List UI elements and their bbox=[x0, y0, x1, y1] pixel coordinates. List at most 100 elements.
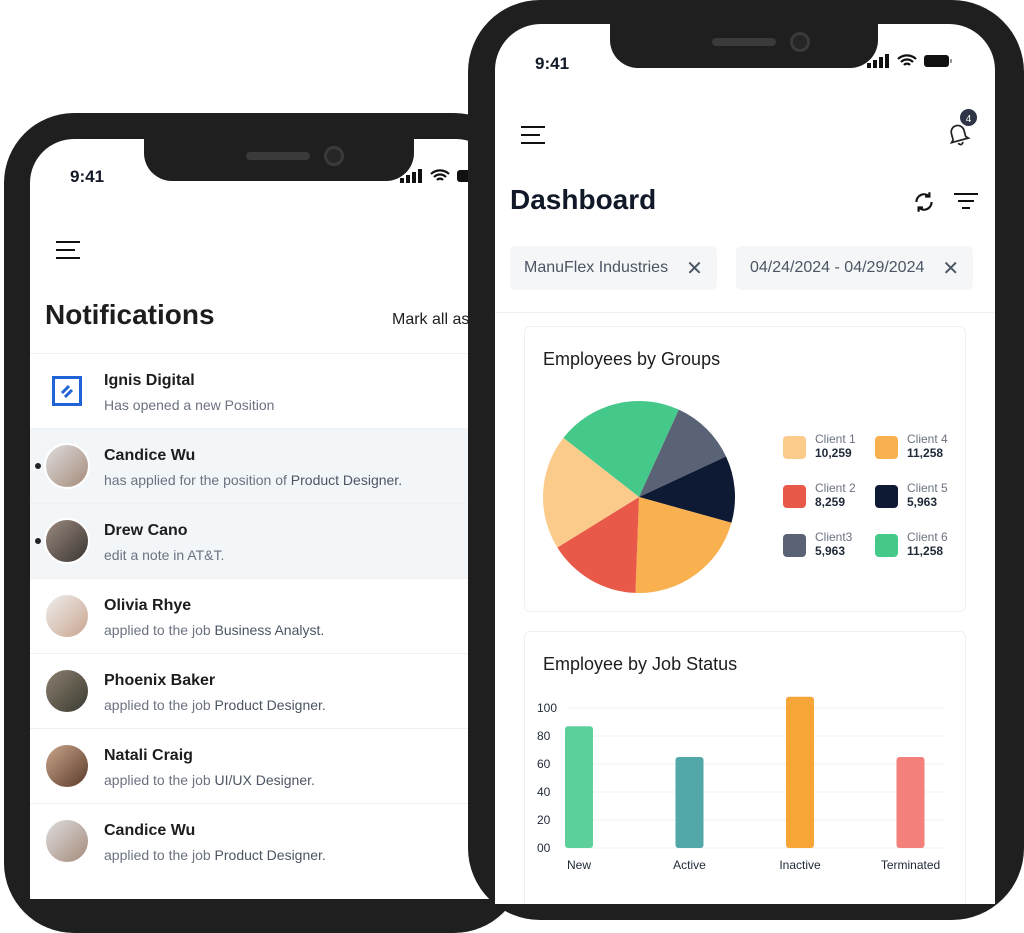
bar-chart: 00 20 40 60 80 100 New Active Inactive Terminated bbox=[537, 696, 945, 872]
wifi-icon bbox=[430, 169, 450, 181]
notifications-screen: 9:41 Notifications Mark all as read Igni… bbox=[30, 139, 500, 899]
notification-count-badge: 4 bbox=[958, 107, 979, 128]
y-tick-label: 60 bbox=[537, 757, 551, 771]
status-time: 9:41 bbox=[70, 167, 105, 186]
close-icon[interactable]: ✕ bbox=[942, 257, 960, 280]
legend-swatch bbox=[875, 485, 898, 508]
avatar bbox=[44, 743, 90, 789]
camera bbox=[324, 146, 344, 166]
bar-active[interactable] bbox=[675, 757, 704, 848]
page-title: Notifications bbox=[45, 299, 215, 330]
legend-item: Client 1 10,259 bbox=[783, 433, 856, 460]
notification-item[interactable]: Candice Wu has applied for the position o… bbox=[30, 428, 500, 503]
page-title: Dashboard bbox=[510, 184, 657, 215]
notification-name: Natali Craig bbox=[104, 747, 193, 764]
x-tick-label: Active bbox=[673, 858, 706, 872]
pie-slice-client-6[interactable] bbox=[563, 401, 679, 497]
status-time: 9:41 bbox=[535, 54, 570, 73]
battery-icon bbox=[924, 55, 952, 67]
filter-chip-date-range[interactable]: 04/24/2024 - 04/29/2024 ✕ bbox=[736, 246, 974, 290]
company-logo-icon bbox=[52, 376, 82, 406]
chart-title: Employee by Job Status bbox=[543, 654, 738, 674]
legend-value: 8,259 bbox=[815, 495, 846, 509]
avatar bbox=[44, 668, 90, 714]
y-tick-label: 00 bbox=[537, 841, 551, 855]
wifi-icon bbox=[897, 54, 917, 66]
legend-swatch bbox=[875, 436, 898, 459]
camera bbox=[790, 32, 810, 52]
notification-highlight: UI/UX Designer. bbox=[214, 772, 315, 788]
bell-icon bbox=[949, 124, 971, 146]
chip-label: ManuFlex Industries bbox=[524, 259, 669, 276]
pie-slice-client-1[interactable] bbox=[543, 437, 639, 548]
chart-title: Employees by Groups bbox=[543, 349, 721, 369]
notification-text: applied to the job Business Analyst. bbox=[104, 622, 324, 638]
avatar bbox=[44, 443, 90, 489]
legend-item: Client 4 11,258 bbox=[875, 433, 948, 460]
notification-highlight: Product Designer. bbox=[214, 847, 326, 863]
notification-desc: edit a note in AT&T. bbox=[104, 547, 225, 563]
notification-item[interactable]: Natali Craig applied to the job UI/UX Des… bbox=[30, 728, 500, 803]
notification-desc: applied to the job bbox=[104, 697, 215, 713]
bar-new[interactable] bbox=[565, 726, 593, 848]
notification-text: applied to the job Product Designer. bbox=[104, 847, 326, 863]
legend-item: Client3 5,963 bbox=[783, 531, 852, 558]
notification-item[interactable]: Drew Cano edit a note in AT&T. bbox=[30, 503, 500, 578]
pie-slice-client-2[interactable] bbox=[557, 497, 639, 593]
x-tick-label: New bbox=[567, 858, 591, 872]
bar-terminated[interactable] bbox=[896, 757, 925, 848]
filter-chip-company[interactable]: ManuFlex Industries ✕ bbox=[510, 246, 717, 290]
unread-dot bbox=[35, 538, 41, 544]
legend-item: Client 2 8,259 bbox=[783, 482, 856, 509]
pie-chart bbox=[543, 401, 735, 593]
filter-icon[interactable] bbox=[953, 190, 979, 212]
pie-slice-client-4[interactable] bbox=[635, 497, 732, 593]
pie-slice-client3[interactable] bbox=[639, 409, 727, 497]
speaker bbox=[712, 38, 776, 46]
legend-label: Client 5 bbox=[907, 481, 948, 495]
avatar bbox=[44, 518, 90, 564]
status-icons bbox=[867, 54, 953, 68]
notification-name: Candice Wu bbox=[104, 822, 196, 839]
notification-item[interactable]: Phoenix Baker applied to the job Product … bbox=[30, 653, 500, 728]
pie-slice-client-5[interactable] bbox=[639, 456, 735, 523]
notification-list: Ignis Digital Has opened a new Position Ca… bbox=[30, 353, 500, 878]
menu-icon[interactable] bbox=[521, 126, 545, 150]
signal-icon bbox=[400, 169, 422, 183]
legend-swatch bbox=[875, 534, 898, 557]
legend-item: Client 6 11,258 bbox=[875, 531, 948, 558]
avatar bbox=[44, 818, 90, 864]
legend-value: 11,258 bbox=[907, 446, 944, 460]
notification-item[interactable]: Olivia Rhye applied to the job Business A… bbox=[30, 578, 500, 653]
menu-icon[interactable] bbox=[56, 241, 80, 265]
legend-label: Client3 bbox=[815, 530, 853, 544]
pie-chart-card: Employees by Groups Client 1 10,259 Client… bbox=[524, 326, 966, 612]
notch bbox=[144, 139, 414, 181]
legend-swatch bbox=[783, 534, 806, 557]
notification-desc: has applied for the position of bbox=[104, 472, 291, 488]
notification-item[interactable]: Candice Wu applied to the job Product Des… bbox=[30, 803, 500, 878]
legend-label: Client 6 bbox=[907, 530, 948, 544]
avatar bbox=[44, 593, 90, 639]
legend-label: Client 1 bbox=[815, 432, 856, 446]
x-tick-label: Terminated bbox=[881, 858, 940, 872]
legend-value: 11,258 bbox=[907, 544, 944, 558]
legend-swatch bbox=[783, 436, 806, 459]
notification-item[interactable]: Ignis Digital Has opened a new Position bbox=[30, 353, 500, 428]
bar-inactive[interactable] bbox=[786, 696, 814, 848]
notification-text: has applied for the position of Product … bbox=[104, 472, 402, 488]
divider bbox=[495, 312, 995, 313]
notification-text: applied to the job Product Designer. bbox=[104, 697, 326, 713]
legend-label: Client 2 bbox=[815, 481, 856, 495]
notch bbox=[610, 24, 878, 68]
legend-value: 5,963 bbox=[815, 544, 846, 558]
refresh-icon[interactable] bbox=[911, 189, 937, 215]
legend-value: 10,259 bbox=[815, 446, 852, 460]
notification-highlight: Product Designer. bbox=[214, 697, 326, 713]
chip-label: 04/24/2024 - 04/29/2024 bbox=[750, 259, 925, 276]
notification-text: edit a note in AT&T. bbox=[104, 547, 224, 563]
notification-name: Drew Cano bbox=[104, 522, 188, 539]
notification-name: Ignis Digital bbox=[104, 372, 195, 389]
notifications-button[interactable] bbox=[945, 120, 973, 148]
close-icon[interactable]: ✕ bbox=[686, 257, 703, 280]
